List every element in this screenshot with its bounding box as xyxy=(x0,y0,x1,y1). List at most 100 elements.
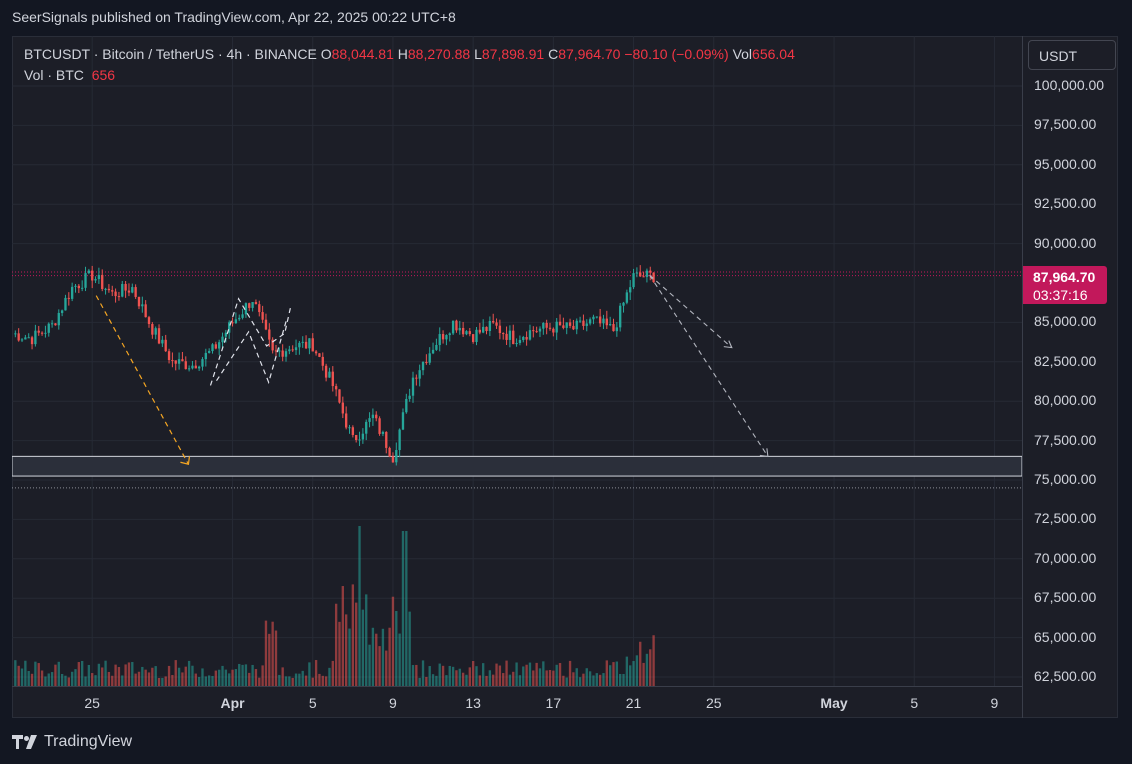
candle-body xyxy=(214,344,218,349)
volume-bar xyxy=(635,655,639,686)
volume-bar xyxy=(137,671,141,686)
close-label: C xyxy=(548,46,559,62)
volume-bar xyxy=(238,663,241,686)
price-tick: 85,000.00 xyxy=(1034,313,1097,330)
volume-bar xyxy=(435,675,438,686)
volume-bar xyxy=(418,677,421,686)
candle-body xyxy=(602,318,605,324)
volume-bar xyxy=(77,662,81,686)
volume-bar xyxy=(57,661,60,686)
volume-bar xyxy=(228,673,231,686)
volume-bar xyxy=(151,667,154,686)
volume-bar xyxy=(314,660,318,686)
volume-bar xyxy=(201,668,204,686)
symbol-label[interactable]: BTCUSDT · Bitcoin / TetherUS · 4h · BINA… xyxy=(24,46,317,62)
price-tick: 90,000.00 xyxy=(1034,234,1097,251)
time-tick: 25 xyxy=(84,695,100,711)
price-tick: 75,000.00 xyxy=(1034,471,1097,487)
candle-body xyxy=(204,352,207,360)
volume-bar xyxy=(341,586,344,686)
candle-body xyxy=(528,330,532,340)
candle-body xyxy=(622,302,625,306)
volume-bar xyxy=(127,662,131,686)
volume-bar xyxy=(592,675,595,686)
volume-bar xyxy=(649,649,652,686)
volume-bar xyxy=(468,667,471,686)
high-label: H xyxy=(397,46,408,62)
volume-bar xyxy=(485,675,488,686)
volume-bar xyxy=(291,677,294,686)
candle-body xyxy=(174,360,177,364)
volume-bar xyxy=(54,664,57,686)
candle-body xyxy=(278,350,281,352)
candle-body xyxy=(194,365,197,369)
candle-body xyxy=(147,317,151,325)
volume-bar xyxy=(288,676,291,686)
volume-bar xyxy=(482,663,485,686)
candle-body xyxy=(224,332,228,337)
volume-bar xyxy=(24,660,27,686)
price-tick: 62,500.00 xyxy=(1034,668,1097,684)
candle-body xyxy=(137,296,141,307)
volume-bar xyxy=(562,675,565,686)
candle-body xyxy=(121,283,124,297)
candle-body xyxy=(411,377,415,396)
published-caption: SeerSignals published on TradingView.com… xyxy=(12,9,456,25)
volume-bar xyxy=(37,663,40,686)
volume-bar xyxy=(187,660,191,686)
volume-bar xyxy=(538,668,542,686)
volume-bar xyxy=(495,663,498,686)
price-tick: 95,000.00 xyxy=(1034,155,1097,172)
volume-bar xyxy=(34,661,37,686)
volume-bar xyxy=(405,531,408,686)
candle-body xyxy=(461,327,465,335)
projection-arrow-short xyxy=(649,274,733,349)
candle-body xyxy=(67,297,70,299)
open-value: 88,044.81 xyxy=(331,46,394,62)
volume-bar xyxy=(50,672,54,686)
candle-body xyxy=(532,330,535,332)
volume-bar xyxy=(518,675,522,686)
volume-bar xyxy=(425,676,428,686)
candle-body xyxy=(57,312,60,326)
volume-bar xyxy=(331,660,334,686)
volume-bar xyxy=(261,665,264,686)
candle-body xyxy=(428,353,431,363)
volume-bar xyxy=(144,669,147,686)
volume-bar xyxy=(154,666,157,686)
volume-bar xyxy=(358,526,361,686)
candle-body xyxy=(552,328,555,333)
candle-body xyxy=(14,333,17,335)
candle-body xyxy=(401,412,405,430)
volume-bar xyxy=(528,662,532,686)
volume-bar xyxy=(87,664,91,686)
volume-bar xyxy=(268,633,271,686)
candle-body xyxy=(37,330,40,333)
volume-bar xyxy=(525,664,528,686)
candle-body xyxy=(104,288,107,290)
volume-bar xyxy=(91,673,94,686)
volume-bar xyxy=(471,660,475,686)
candle-body xyxy=(231,322,234,324)
volume-bar xyxy=(451,666,455,686)
volume-bar xyxy=(572,672,575,686)
tradingview-logo[interactable]: TradingView xyxy=(12,733,132,751)
candle-body xyxy=(64,297,67,311)
candles xyxy=(14,265,655,466)
volume-bar xyxy=(164,676,167,686)
volume-bar xyxy=(642,662,645,686)
candle-body xyxy=(344,413,348,428)
volume-bar xyxy=(368,644,371,686)
candle-body xyxy=(572,325,575,330)
volume-bar xyxy=(271,621,274,686)
volume-bar xyxy=(334,603,338,686)
candle-body xyxy=(358,439,361,441)
price-chart[interactable] xyxy=(12,36,1022,686)
candle-body xyxy=(314,351,318,354)
currency-button[interactable]: USDT xyxy=(1028,40,1116,70)
volume-bar xyxy=(401,531,405,686)
volume-bar xyxy=(221,665,224,686)
volume-bar xyxy=(258,677,261,686)
volume-series-label[interactable]: Vol · BTC xyxy=(24,67,84,83)
volume-bar xyxy=(542,661,545,686)
